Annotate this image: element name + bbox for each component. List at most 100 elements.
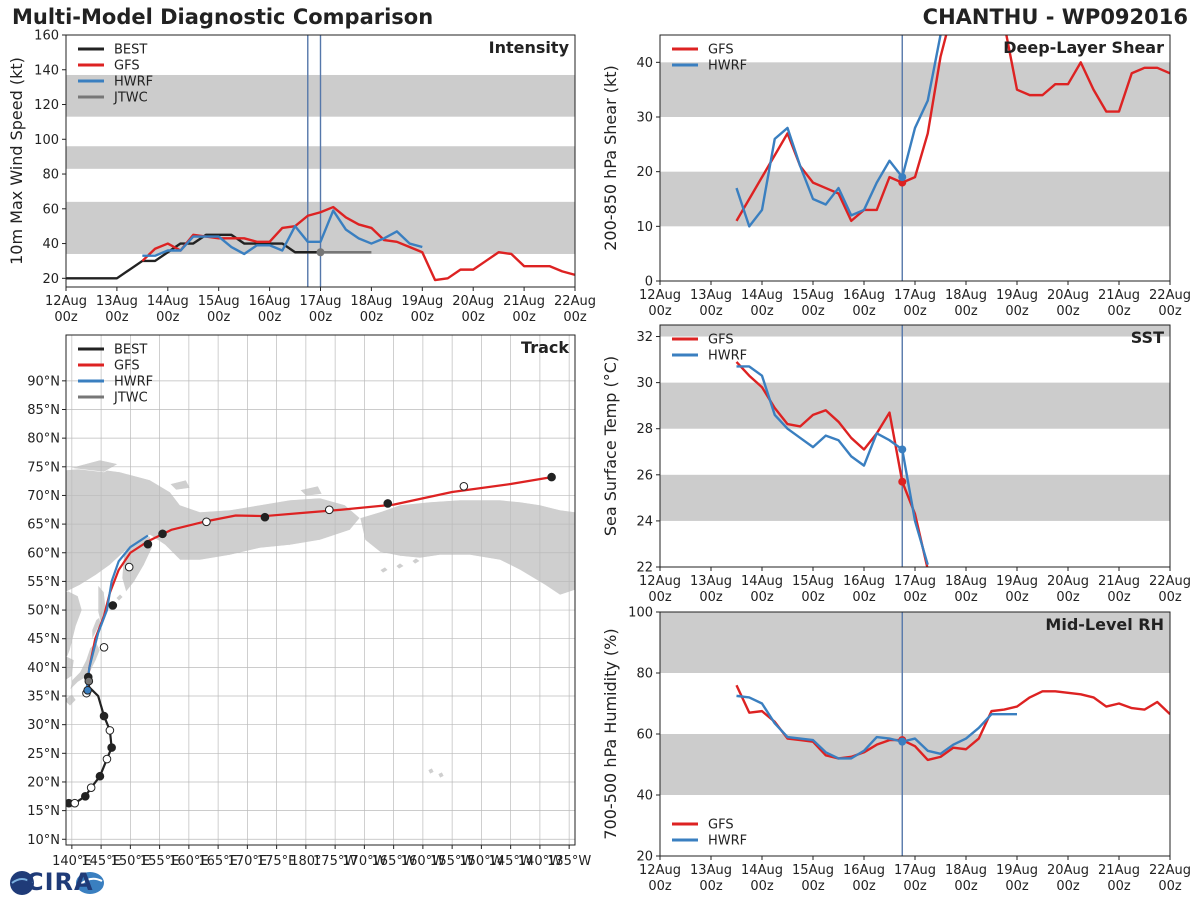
rh-ytick-label: 40 (636, 789, 653, 804)
cira-logo-text: CIRA (26, 868, 94, 896)
rh-band (660, 734, 1170, 795)
sst-xtick-label: 00z (1107, 590, 1131, 605)
track-best-marker (99, 711, 109, 721)
track-landmass (66, 459, 575, 779)
track-legend-label: HWRF (114, 375, 153, 390)
shear-marker-gfs (898, 178, 907, 187)
shear-xtick-label: 15Aug (792, 288, 834, 303)
rh-xtick-label: 15Aug (792, 863, 834, 878)
rh-xtick-label: 13Aug (690, 863, 732, 878)
track-xtick-label: 145°W (489, 854, 533, 869)
track-xtick-label: 170°W (342, 854, 386, 869)
intensity-ytick-label: 60 (42, 202, 59, 217)
rh-ytick-label: 20 (636, 850, 653, 865)
track-forecast-marker (383, 499, 393, 508)
sst-marker-hwrf (898, 445, 907, 454)
intensity-xtick-label: 15Aug (198, 294, 240, 309)
track-legend-label: JTWC (113, 391, 148, 406)
track-ytick-label: 35°N (27, 690, 60, 705)
track-xtick-label: 140°W (518, 854, 562, 869)
shear-ytick-label: 20 (636, 165, 653, 180)
intensity-xtick-label: 00z (462, 310, 486, 325)
rh-panel: 2040608010012Aug00z13Aug00z14Aug00z15Aug… (601, 606, 1191, 895)
shear-legend-label: HWRF (708, 59, 747, 74)
track-xtick-label: 165°W (372, 854, 416, 869)
track-forecast-marker (124, 562, 134, 572)
track-xtick-label: 180° (290, 854, 321, 869)
intensity-ytick-label: 120 (34, 98, 59, 113)
intensity-legend-label: BEST (114, 43, 147, 58)
track-xtick-label: 175°W (313, 854, 357, 869)
sst-panel: 22242628303212Aug00z13Aug00z14Aug00z15Au… (601, 324, 1191, 605)
shear-xtick-label: 00z (699, 304, 723, 319)
intensity-series-hwrf (142, 209, 423, 257)
track-ytick-label: 55°N (27, 575, 60, 590)
shear-ylabel: 200-850 hPa Shear (kt) (601, 65, 620, 251)
sst-xtick-label: 00z (648, 590, 672, 605)
track-best-marker (105, 726, 115, 735)
shear-xtick-label: 00z (903, 304, 927, 319)
shear-series-hwrf (735, 35, 942, 228)
track-ytick-label: 75°N (27, 460, 60, 475)
sst-xtick-label: 00z (801, 590, 825, 605)
sst-xtick-label: 00z (1056, 590, 1080, 605)
swirl-icon (76, 872, 104, 894)
track-xtick-label: 150°E (111, 854, 151, 869)
shear-ytick-label: 40 (636, 56, 653, 71)
sst-ytick-label: 26 (636, 468, 653, 483)
intensity-xtick-label: 20Aug (452, 294, 494, 309)
track-ytick-label: 70°N (27, 489, 60, 504)
rh-xtick-label: 00z (954, 879, 978, 894)
rh-ytick-label: 60 (636, 728, 653, 743)
intensity-legend-label: GFS (114, 59, 140, 74)
sst-legend-label: GFS (708, 333, 734, 348)
intensity-ytick-label: 80 (42, 168, 59, 183)
track-ytick-label: 60°N (27, 546, 60, 561)
track-forecast-marker (547, 472, 556, 482)
sst-xtick-label: 18Aug (945, 574, 987, 589)
track-hwrf-marker (83, 685, 92, 695)
sst-ylabel: Sea Surface Temp (°C) (601, 356, 620, 536)
track-forecast-marker (143, 539, 153, 549)
sst-xtick-label: 17Aug (894, 574, 936, 589)
track-legend-label: GFS (114, 359, 140, 374)
track-ytick-label: 45°N (27, 632, 60, 647)
intensity-ytick-label: 40 (42, 237, 59, 252)
track-ytick-label: 65°N (27, 518, 60, 533)
track-forecast-marker (260, 512, 270, 522)
intensity-xtick-label: 22Aug (554, 294, 596, 309)
cira-logo-graphic (10, 871, 104, 895)
rh-xtick-label: 22Aug (1149, 863, 1191, 878)
shear-xtick-label: 17Aug (894, 288, 936, 303)
rh-xtick-label: 16Aug (843, 863, 885, 878)
intensity-panel: 2040608010012014016012Aug00z13Aug00z14Au… (7, 29, 596, 326)
sst-xtick-label: 20Aug (1047, 574, 1089, 589)
intensity-legend-label: JTWC (113, 91, 148, 106)
intensity-xtick-label: 21Aug (503, 294, 545, 309)
intensity-xtick-label: 00z (512, 310, 536, 325)
shear-band (660, 171, 1170, 227)
sst-band (660, 382, 1170, 429)
track-ytick-label: 30°N (27, 718, 60, 733)
intensity-xtick-label: 18Aug (350, 294, 392, 309)
track-xtick-label: 150°W (459, 854, 503, 869)
track-best-marker (81, 791, 90, 801)
rh-xtick-label: 00z (699, 879, 723, 894)
sst-ytick-label: 30 (636, 376, 653, 391)
intensity-xtick-label: 00z (258, 310, 282, 325)
cira-logo: CIRA (4, 866, 108, 898)
intensity-ytick-label: 140 (34, 63, 59, 78)
sst-title: SST (1131, 328, 1164, 347)
sst-band (660, 325, 1170, 337)
sst-xtick-label: 00z (852, 590, 876, 605)
rh-series-hwrf (736, 694, 1017, 760)
intensity-ytick-label: 100 (34, 133, 59, 148)
shear-xtick-label: 19Aug (996, 288, 1038, 303)
shear-series-gfs (735, 35, 1170, 223)
track-title: Track (521, 338, 569, 357)
rh-xtick-label: 00z (801, 879, 825, 894)
sst-xtick-label: 16Aug (843, 574, 885, 589)
sst-xtick-label: 00z (699, 590, 723, 605)
shear-xtick-label: 20Aug (1047, 288, 1089, 303)
rh-ylabel: 700-500 hPa Humidity (%) (601, 628, 620, 839)
